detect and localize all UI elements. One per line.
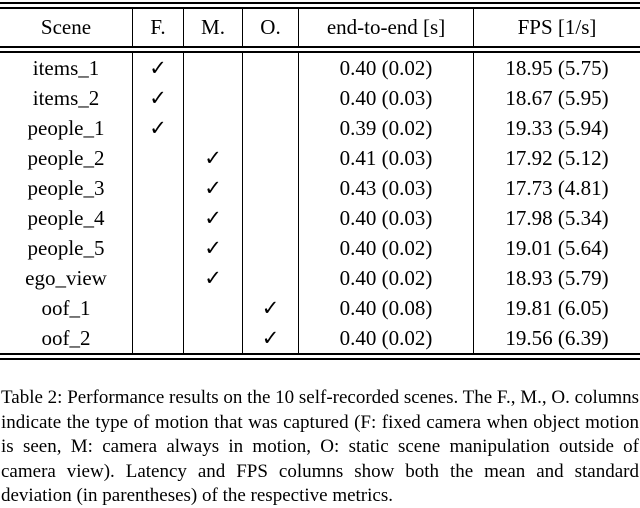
cell-scene: people_1 — [27, 115, 105, 140]
cell-fps: 19.56 (6.39) — [473, 323, 640, 353]
checkmark-icon — [132, 323, 183, 353]
checkmark-icon: ✓ — [132, 53, 183, 83]
cell-end-to-end: 0.40 (0.02) — [298, 233, 473, 263]
header-cell-f: F. — [132, 9, 183, 46]
cell-scene: people_4 — [27, 205, 105, 230]
cell-end-to-end: 0.41 (0.03) — [298, 143, 473, 173]
cell-scene: ego_view — [25, 265, 107, 290]
cell-fps: 19.81 (6.05) — [473, 293, 640, 323]
cell-end-to-end: 0.40 (0.03) — [298, 83, 473, 113]
checkmark-icon — [242, 113, 298, 143]
header-cell-o: O. — [242, 9, 298, 46]
cell-scene: oof_1 — [41, 295, 91, 320]
table-bottom-rule — [0, 353, 640, 360]
cell-scene: items_2 — [32, 85, 100, 110]
cell-end-to-end: 0.40 (0.02) — [298, 53, 473, 83]
cell-end-to-end: 0.43 (0.03) — [298, 173, 473, 203]
checkmark-icon — [132, 143, 183, 173]
cell-fps: 18.67 (5.95) — [473, 83, 640, 113]
checkmark-icon: ✓ — [132, 83, 183, 113]
cell-scene: items_1 — [32, 55, 100, 80]
cell-fps: 17.73 (4.81) — [473, 173, 640, 203]
checkmark-icon: ✓ — [242, 323, 298, 353]
checkmark-icon — [242, 203, 298, 233]
cell-fps: 19.01 (5.64) — [473, 233, 640, 263]
checkmark-icon — [242, 83, 298, 113]
table-top-rule — [0, 2, 640, 9]
cell-end-to-end: 0.40 (0.08) — [298, 293, 473, 323]
cell-fps: 17.98 (5.34) — [473, 203, 640, 233]
cell-fps: 19.33 (5.94) — [473, 113, 640, 143]
checkmark-icon — [132, 173, 183, 203]
cell-fps: 18.93 (5.79) — [473, 263, 640, 293]
checkmark-icon: ✓ — [183, 173, 242, 203]
checkmark-icon — [183, 293, 242, 323]
cell-end-to-end: 0.40 (0.02) — [298, 323, 473, 353]
checkmark-icon — [242, 53, 298, 83]
cell-scene: people_2 — [27, 145, 105, 170]
table-header-rule — [0, 46, 640, 53]
header-cell-fps: FPS [1/s] — [473, 9, 640, 46]
header-cell-scene: Scene — [40, 15, 92, 39]
header-cell-end-to-end: end-to-end [s] — [298, 9, 473, 46]
checkmark-icon — [242, 143, 298, 173]
checkmark-icon — [242, 173, 298, 203]
table-caption: Table 2: Performance results on the 10 s… — [1, 387, 639, 506]
checkmark-icon: ✓ — [183, 233, 242, 263]
checkmark-icon — [242, 233, 298, 263]
header-cell-m: M. — [183, 9, 242, 46]
checkmark-icon — [132, 263, 183, 293]
checkmark-icon — [183, 83, 242, 113]
checkmark-icon — [183, 53, 242, 83]
cell-end-to-end: 0.40 (0.03) — [298, 203, 473, 233]
cell-scene: people_3 — [27, 175, 105, 200]
table-header-row: Scene F. M. O. end-to-end [s] FPS [1/s] — [0, 9, 640, 46]
checkmark-icon: ✓ — [183, 263, 242, 293]
checkmark-icon: ✓ — [183, 143, 242, 173]
checkmark-icon — [242, 263, 298, 293]
checkmark-icon: ✓ — [132, 113, 183, 143]
checkmark-icon — [132, 203, 183, 233]
checkmark-icon — [183, 323, 242, 353]
cell-fps: 17.92 (5.12) — [473, 143, 640, 173]
checkmark-icon: ✓ — [183, 203, 242, 233]
cell-fps: 18.95 (5.75) — [473, 53, 640, 83]
checkmark-icon — [183, 113, 242, 143]
cell-scene: people_5 — [27, 235, 105, 260]
table-body: items_1 ✓ 0.40 (0.02) 18.95 (5.75) items… — [0, 53, 640, 353]
checkmark-icon: ✓ — [242, 293, 298, 323]
cell-end-to-end: 0.39 (0.02) — [298, 113, 473, 143]
cell-scene: oof_2 — [41, 325, 91, 350]
checkmark-icon — [132, 293, 183, 323]
cell-end-to-end: 0.40 (0.02) — [298, 263, 473, 293]
checkmark-icon — [132, 233, 183, 263]
